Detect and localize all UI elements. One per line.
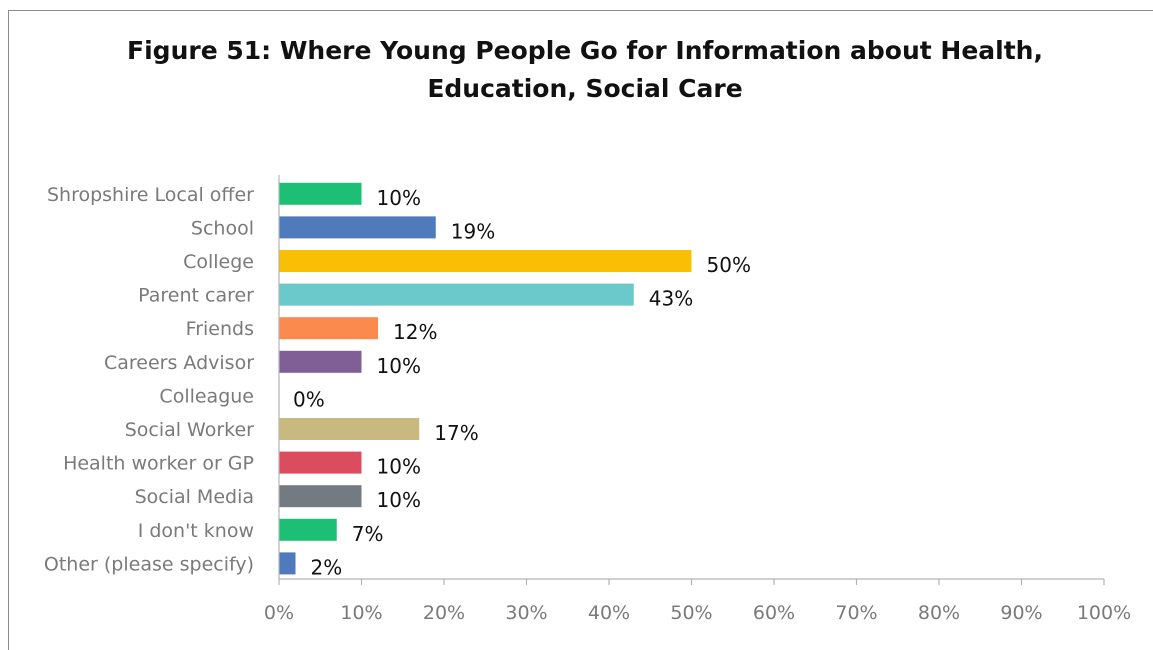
x-tick-label: 100% xyxy=(1077,602,1131,624)
data-label: 10% xyxy=(377,488,421,512)
bar xyxy=(279,317,378,340)
bar xyxy=(279,552,296,575)
chart-title-line-2: Education, Social Care xyxy=(427,74,743,103)
chart-title: Figure 51: Where Young People Go for Inf… xyxy=(0,32,1153,108)
bar xyxy=(279,216,436,239)
data-label: 2% xyxy=(311,555,343,579)
chart-title-line-1: Figure 51: Where Young People Go for Inf… xyxy=(127,36,1043,65)
category-label: Friends xyxy=(186,318,254,340)
bar xyxy=(279,283,634,306)
bar xyxy=(279,418,420,440)
x-tick-label: 20% xyxy=(423,602,465,624)
x-tick-label: 40% xyxy=(588,602,630,624)
chart-frame xyxy=(8,10,1153,650)
category-label: Parent carer xyxy=(138,285,254,307)
data-label: 12% xyxy=(393,320,437,344)
bars-layer xyxy=(279,182,692,575)
x-tick-label: 50% xyxy=(670,602,712,624)
category-label: Health worker or GP xyxy=(63,453,254,475)
category-label: College xyxy=(183,251,254,273)
x-axis: 0% 10% 20% 30% 40% 50% 60% 70% 80% 90% 100% xyxy=(264,175,1131,624)
category-label: School xyxy=(191,217,254,239)
bar xyxy=(279,350,362,373)
x-tick-label: 80% xyxy=(918,602,960,624)
data-label: 0% xyxy=(293,387,325,411)
category-labels: Shropshire Local offer School College Paren… xyxy=(44,184,254,576)
data-label: 19% xyxy=(451,219,495,243)
x-tick-label: 30% xyxy=(505,602,547,624)
data-label: 50% xyxy=(707,253,751,277)
category-label: Social Media xyxy=(135,486,254,508)
category-label: Other (please specify) xyxy=(44,553,254,575)
x-tick-label: 10% xyxy=(340,602,382,624)
category-label: Social Worker xyxy=(125,419,254,441)
data-label: 10% xyxy=(377,186,421,210)
data-label: 10% xyxy=(377,455,421,479)
data-labels: 10% 19% 50% 43% 12% 10% 0% 17% 10% 10% 7% 2% xyxy=(293,186,751,580)
category-label: I don't know xyxy=(138,520,254,542)
data-label: 7% xyxy=(352,522,384,546)
bar xyxy=(279,485,362,508)
category-label: Colleague xyxy=(159,385,254,407)
x-tick-label: 90% xyxy=(1000,602,1042,624)
data-label: 43% xyxy=(649,287,693,311)
x-tick-label: 0% xyxy=(264,602,294,624)
data-label: 10% xyxy=(377,354,421,378)
x-tick-label: 60% xyxy=(753,602,795,624)
bar xyxy=(279,451,362,474)
category-label: Careers Advisor xyxy=(104,352,254,374)
bar-chart: Shropshire Local offer School College Paren… xyxy=(44,175,1131,624)
category-label: Shropshire Local offer xyxy=(47,184,254,206)
bar xyxy=(279,182,362,205)
bar xyxy=(279,250,692,272)
bar xyxy=(279,518,337,541)
x-tick-label: 70% xyxy=(835,602,877,624)
data-label: 17% xyxy=(434,421,478,445)
